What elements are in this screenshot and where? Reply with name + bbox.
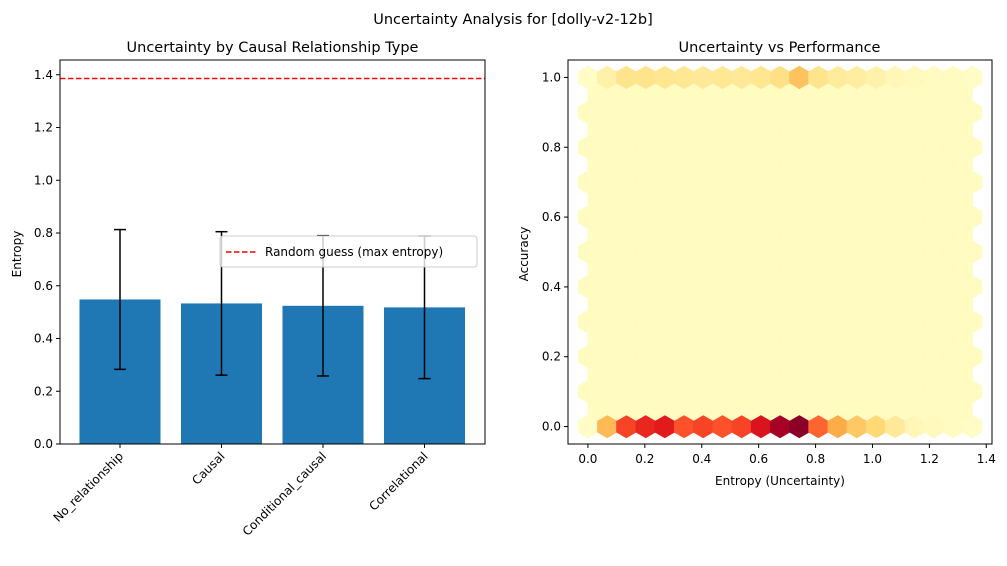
hexbin-cell bbox=[952, 257, 973, 282]
hexbin-cell bbox=[961, 100, 983, 125]
hexbin-cell bbox=[961, 275, 983, 299]
hexbin-cell bbox=[952, 327, 973, 351]
hexbin-cell bbox=[952, 153, 973, 177]
bar-chart-y-axis-label: Entropy bbox=[10, 231, 24, 278]
hexbin-cell bbox=[961, 135, 983, 159]
hexbin-cell bbox=[961, 379, 983, 404]
hexbin-cell bbox=[961, 310, 983, 334]
bar-chart-title: Uncertainty by Causal Relationship Type bbox=[127, 40, 419, 56]
x-tick-label: 0.8 bbox=[806, 452, 825, 466]
x-tick-label: No_relationship bbox=[51, 449, 127, 525]
hexbin-cell bbox=[961, 170, 983, 194]
legend-hline-label: Random guess (max entropy) bbox=[265, 245, 443, 259]
y-tick-label: 0.6 bbox=[34, 279, 53, 293]
hexbin-frame bbox=[567, 59, 993, 445]
hexbin-cell bbox=[952, 187, 973, 212]
hexbin-cell bbox=[961, 240, 983, 264]
y-tick-label: 1.2 bbox=[34, 121, 53, 135]
x-tick-label: 0.2 bbox=[635, 452, 654, 466]
hexbin-chart: Uncertainty vs Performance 0.0 0.2 0.4 0.6 0… bbox=[517, 40, 996, 488]
hexbin-x-axis-label: Entropy (Uncertainty) bbox=[715, 474, 845, 488]
y-tick-label: 1.4 bbox=[34, 68, 53, 82]
hexbin-cell-accuracy-0 bbox=[961, 414, 983, 439]
hexbin-cell bbox=[952, 397, 973, 421]
legend-frame bbox=[219, 235, 478, 268]
y-tick-label: 0.2 bbox=[542, 350, 561, 364]
y-tick-label: 0.4 bbox=[542, 280, 561, 294]
y-tick-label: 0.2 bbox=[34, 384, 53, 398]
x-tick-label: 0.4 bbox=[692, 452, 711, 466]
x-tick-label: 1.2 bbox=[920, 452, 939, 466]
hexbin-chart-title: Uncertainty vs Performance bbox=[679, 40, 881, 56]
x-tick-label: 1.0 bbox=[863, 452, 882, 466]
x-tick-label: 1.4 bbox=[977, 452, 996, 466]
x-tick-label: 0.6 bbox=[749, 452, 768, 466]
y-tick-label: 0.0 bbox=[542, 420, 561, 434]
y-tick-label: 0.0 bbox=[34, 437, 53, 451]
hexbin-cell bbox=[961, 205, 983, 229]
figure-suptitle: Uncertainty Analysis for [dolly-v2-12b] bbox=[373, 12, 653, 28]
entropy-bar-chart: Uncertainty by Causal Relationship Type … bbox=[10, 40, 486, 539]
hexbin-cell bbox=[952, 118, 973, 142]
bar-chart-frame bbox=[59, 59, 486, 445]
hexbin-y-axis-label: Accuracy bbox=[517, 227, 531, 282]
x-tick-label: Conditional_causal bbox=[240, 449, 329, 538]
y-tick-label: 0.4 bbox=[34, 332, 53, 346]
y-tick-label: 1.0 bbox=[542, 70, 561, 84]
y-tick-label: 1.0 bbox=[34, 173, 53, 187]
hexbin-cell bbox=[952, 362, 973, 386]
y-tick-label: 0.6 bbox=[542, 210, 561, 224]
bar-chart-plot-area: No_relationship Causal Conditional_causal C… bbox=[34, 59, 486, 539]
hexbin-plot-area: 0.0 0.2 0.4 0.6 0.8 1.0 1.2 1.4 0.0 0.2 0.4 0.6 0.8 1… bbox=[542, 59, 996, 466]
y-tick-label: 0.8 bbox=[34, 226, 53, 240]
x-tick-label: Correlational bbox=[366, 449, 430, 513]
x-tick-label: 0.0 bbox=[578, 452, 597, 466]
hexbin-cell bbox=[952, 292, 973, 317]
hexbin-cell bbox=[952, 83, 973, 107]
bar-chart-legend: Random guess (max entropy) bbox=[219, 235, 478, 268]
hexbin-cell bbox=[952, 222, 973, 247]
x-tick-label: Causal bbox=[189, 449, 227, 487]
y-tick-label: 0.8 bbox=[542, 140, 561, 154]
hexbin-cell-accuracy-1 bbox=[961, 65, 983, 90]
hexbin-cell bbox=[961, 345, 983, 369]
